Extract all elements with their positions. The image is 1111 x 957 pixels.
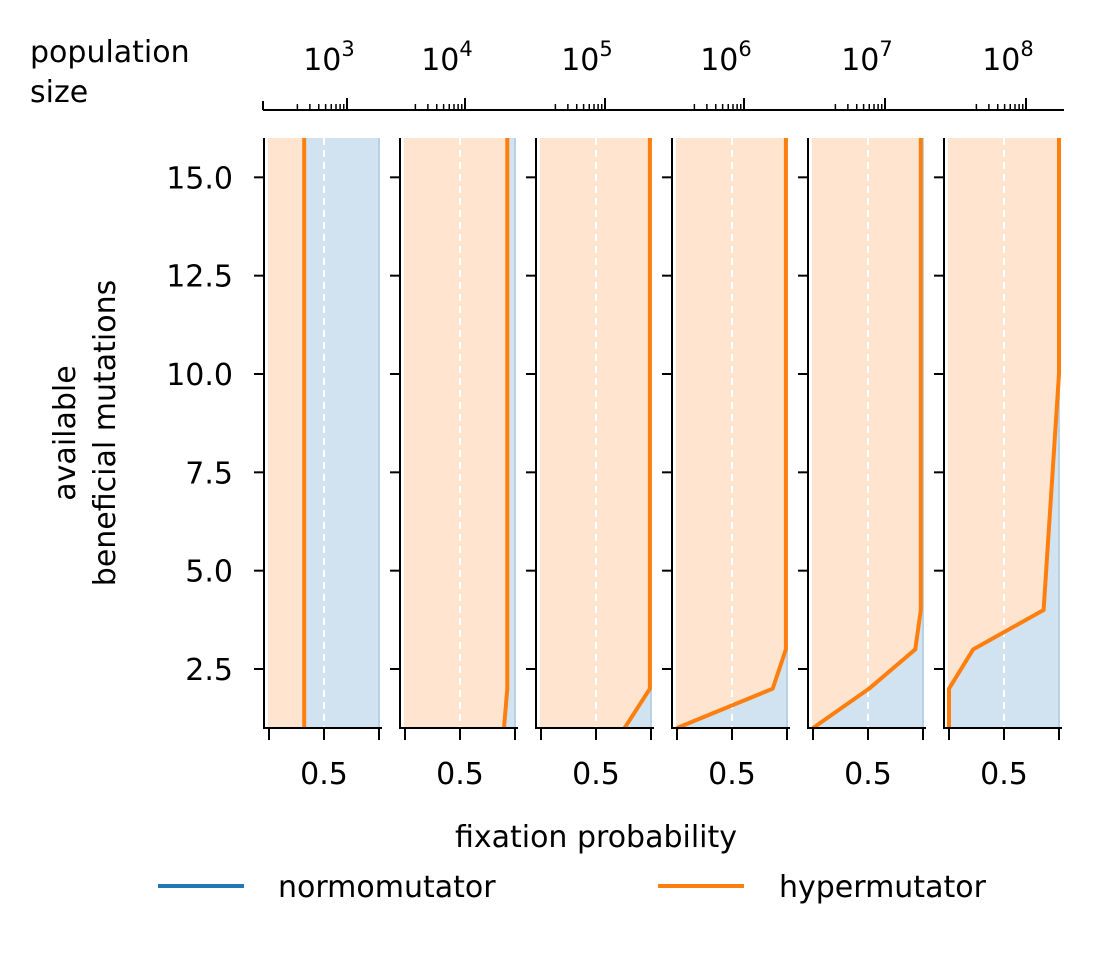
top-axis-tick-label: 103 <box>303 37 355 78</box>
panel-2: 0.5 <box>390 138 518 792</box>
tick-exponent: 7 <box>879 37 892 61</box>
population-size-axis: 103 104 105 106 107 108 <box>262 37 1064 111</box>
top-axis-tick-label: 104 <box>421 37 473 78</box>
normomutator-area <box>504 138 515 728</box>
normomutator-area <box>949 138 1059 728</box>
y-tick-label: 12.5 <box>166 260 233 295</box>
legend-item-normomutator: normomutator <box>158 870 496 905</box>
y-axis-label-line: available <box>48 365 83 500</box>
tick-base: 10 <box>421 43 459 78</box>
hypermutator-line <box>676 138 788 730</box>
hypermutator-line <box>502 138 510 729</box>
top-axis-tick-label: 105 <box>561 37 613 78</box>
tick-exponent: 5 <box>599 37 612 61</box>
population-size-label: population size <box>30 35 190 110</box>
panel-6: 0.5 <box>934 138 1062 792</box>
y-axis: 2.5 5.0 7.5 10.0 12.5 15.0 <box>166 161 233 688</box>
normomutator-area <box>304 138 379 728</box>
legend-item-hypermutator: hypermutator <box>658 870 987 905</box>
tick-exponent: 8 <box>1020 37 1033 61</box>
y-axis-label-line: beneficial mutations <box>88 280 123 586</box>
top-axis-tick-label: 107 <box>841 37 893 78</box>
y-tick-label: 15.0 <box>166 161 233 196</box>
tick-exponent: 6 <box>738 37 751 61</box>
x-tick-label: 0.5 <box>980 757 1028 792</box>
x-tick-label: 0.5 <box>708 757 756 792</box>
hypermutator-area <box>269 138 305 728</box>
hypermutator-area <box>813 138 921 728</box>
hypermutator-line <box>947 138 1061 728</box>
legend-label: hypermutator <box>779 870 987 905</box>
y-tick-label: 10.0 <box>166 358 233 393</box>
x-tick-label: 0.5 <box>436 757 484 792</box>
panel-5: 0.5 <box>798 138 926 792</box>
tick-base: 10 <box>982 43 1020 78</box>
tick-exponent: 3 <box>341 37 354 61</box>
population-size-label-line: population <box>30 35 190 70</box>
y-tick-label: 5.0 <box>185 555 233 590</box>
x-tick-label: 0.5 <box>844 757 892 792</box>
hypermutator-line <box>811 138 923 730</box>
y-tick-label: 7.5 <box>185 456 233 491</box>
panel-4: 0.5 <box>662 138 790 792</box>
y-tick-label: 2.5 <box>185 653 233 688</box>
y-axis-label: available beneficial mutations <box>48 280 123 586</box>
top-axis-tick-label: 106 <box>700 37 752 78</box>
normomutator-area <box>813 138 923 728</box>
population-size-label-text: population size <box>30 35 190 110</box>
x-tick-label: 0.5 <box>300 757 348 792</box>
panels: 0.5 0.5 0.5 0.5 0.5 0.5 <box>254 138 1062 792</box>
tick-base: 10 <box>700 43 738 78</box>
panel-3: 0.5 <box>526 138 654 792</box>
y-axis-label-text: available beneficial mutations <box>48 280 123 586</box>
x-tick-label: 0.5 <box>572 757 620 792</box>
x-axis-label: fixation probability <box>455 820 737 855</box>
tick-base: 10 <box>841 43 879 78</box>
hypermutator-area <box>405 138 508 728</box>
hypermutator-line <box>622 138 652 730</box>
tick-base: 10 <box>303 43 341 78</box>
tick-base: 10 <box>561 43 599 78</box>
tick-exponent: 4 <box>459 37 472 61</box>
top-axis-tick-label: 108 <box>982 37 1034 78</box>
population-size-label-line: size <box>30 75 88 110</box>
panel-1: 0.5 <box>254 138 382 792</box>
legend-label: normomutator <box>278 870 496 905</box>
legend: normomutator hypermutator <box>158 870 987 905</box>
